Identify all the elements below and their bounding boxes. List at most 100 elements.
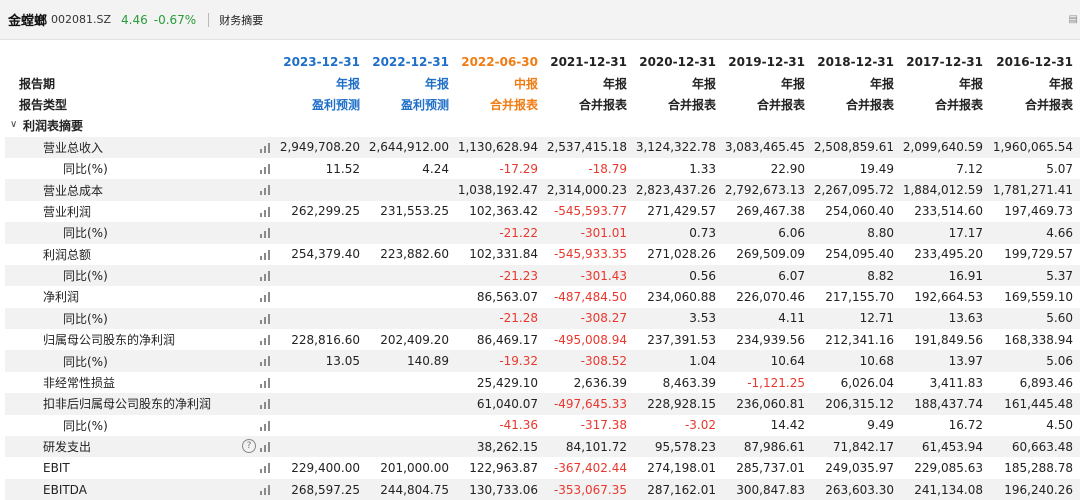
table-cell: 2020-12-31: [639, 54, 716, 69]
bar-chart-icon[interactable]: [259, 206, 272, 217]
table-cell: 2019-12-31: [728, 54, 805, 69]
row-label: 研发支出: [43, 440, 92, 455]
bar-chart-icon[interactable]: [259, 228, 272, 239]
table-cell: 1,884,012.59: [902, 183, 983, 198]
table-cell: 16.72: [948, 418, 983, 433]
table-row: 同比(%) 13.05 140.89 -19.32 -308.52 1.04 10.64 10…: [5, 350, 1080, 372]
table-cell: 217,155.70: [825, 289, 894, 304]
table-cell: 年报: [1048, 76, 1073, 91]
table-cell: 年报: [335, 76, 360, 91]
bar-chart-icon[interactable]: [259, 420, 272, 431]
table-cell: 102,331.84: [469, 247, 538, 262]
table-cell: 254,379.40: [291, 247, 360, 262]
table-cell: 233,495.20: [914, 247, 983, 262]
table-cell: -21.23: [499, 268, 538, 283]
table-cell: 合并报表: [578, 97, 627, 112]
table-cell: -317.38: [580, 418, 627, 433]
table-row: 同比(%) -21.23 -301.43 0.56 6.07 8.82 16.91 5.37: [5, 264, 1080, 287]
table-cell: 86,563.07: [476, 289, 538, 304]
table-cell: 263,603.30: [825, 482, 894, 497]
row-label: 归属母公司股东的净利润: [43, 333, 176, 348]
table-cell: -545,933.35: [553, 247, 627, 262]
table-cell: 盈利预测: [400, 97, 449, 112]
table-cell: 271,429.57: [647, 204, 716, 219]
table-cell: 3,124,322.78: [635, 140, 716, 155]
table-cell: -17.29: [499, 161, 538, 176]
table-cell: 8.80: [867, 225, 894, 240]
header-row-type: 报告类型 盈利预测 盈利预测 合并报表 合并报表 合并报表 合并报表 合并报表 合并报表 合并报表: [5, 94, 1080, 115]
table-cell: 13.05: [325, 354, 360, 369]
table-cell: 2022-06-30: [461, 54, 538, 69]
row-label: 同比(%): [63, 311, 108, 326]
table-cell: 234,060.88: [647, 289, 716, 304]
table-cell: 1.04: [689, 354, 716, 369]
table-cell: 228,816.60: [291, 332, 360, 347]
bar-chart-icon[interactable]: [259, 185, 272, 196]
bar-chart-icon[interactable]: [259, 249, 272, 260]
table-cell: 202,409.20: [380, 332, 449, 347]
table-cell: 300,847.83: [736, 482, 805, 497]
table-cell: 102,363.42: [469, 204, 538, 219]
table-cell: 130,733.06: [469, 482, 538, 497]
table-cell: 287,162.01: [647, 482, 716, 497]
table-cell: 201,000.00: [380, 461, 449, 476]
table-cell: 合并报表: [489, 97, 538, 112]
table-cell: 229,400.00: [291, 461, 360, 476]
table-cell: 2018-12-31: [817, 54, 894, 69]
bar-chart-icon[interactable]: [259, 270, 272, 281]
bar-chart-icon[interactable]: [259, 442, 272, 453]
table-cell: 17.17: [948, 225, 983, 240]
table-cell: 16.91: [948, 268, 983, 283]
table-cell: -367,402.44: [553, 461, 627, 476]
table-cell: 9.49: [867, 418, 894, 433]
export-icon[interactable]: ▤: [1068, 14, 1078, 25]
table-cell: 229,085.63: [914, 461, 983, 476]
row-label: 净利润: [43, 290, 80, 305]
bar-chart-icon[interactable]: [259, 292, 272, 303]
table-row: 营业总收入 2,949,708.20 2,644,912.00 1,130,628.9…: [5, 136, 1080, 158]
section-tab-financial-summary[interactable]: 财务摘要: [219, 13, 264, 27]
table-cell: 2,823,437.26: [635, 183, 716, 198]
bar-chart-icon[interactable]: [259, 377, 272, 388]
help-icon[interactable]: ?: [242, 439, 256, 454]
table-cell: 6,893.46: [1019, 375, 1073, 390]
table-cell: 4.50: [1046, 418, 1073, 433]
table-cell: 0.56: [689, 268, 716, 283]
row-label: 利润总额: [43, 247, 92, 262]
table-cell: 13.97: [948, 354, 983, 369]
table-cell: 226,070.46: [736, 289, 805, 304]
table-cell: 4.66: [1046, 225, 1073, 240]
table-cell: 年报: [780, 76, 805, 91]
bar-chart-icon[interactable]: [259, 356, 272, 367]
group-row-income-statement[interactable]: ∨ 利润表摘要: [5, 115, 1080, 136]
bar-chart-icon[interactable]: [259, 335, 272, 346]
table-cell: 60,663.48: [1011, 439, 1073, 454]
table-cell: 年报: [958, 76, 983, 91]
bar-chart-icon[interactable]: [259, 163, 272, 174]
stock-header: 金螳螂 002081.SZ 4.46 -0.67% 财务摘要 ▤: [0, 0, 1080, 40]
table-cell: -19.32: [499, 354, 538, 369]
table-cell: -353,067.35: [553, 482, 627, 497]
row-label: EBITDA: [43, 482, 87, 497]
table-row: 净利润 86,563.07 -487,484.50 234,060.88 226,070…: [5, 286, 1080, 307]
table-cell: 3,083,465.45: [724, 140, 805, 155]
bar-chart-icon[interactable]: [259, 399, 272, 410]
chevron-down-icon[interactable]: ∨: [10, 119, 18, 131]
bar-chart-icon[interactable]: [259, 313, 272, 324]
table-cell: 191,849.56: [914, 332, 983, 347]
bar-chart-icon[interactable]: [259, 484, 272, 495]
row-label: 同比(%): [63, 162, 108, 177]
table-cell: 262,299.25: [291, 204, 360, 219]
table-cell: 199,729.57: [1004, 247, 1073, 262]
table-cell: 2,949,708.20: [279, 140, 360, 155]
bar-chart-icon[interactable]: [259, 463, 272, 474]
table-cell: 196,240.26: [1004, 482, 1073, 497]
table-cell: 年报: [424, 76, 449, 91]
row-label: 同比(%): [63, 269, 108, 284]
table-cell: 231,553.25: [380, 204, 449, 219]
table-cell: 4.24: [422, 161, 449, 176]
table-cell: 6.06: [778, 225, 805, 240]
table-cell: 2,636.39: [573, 375, 627, 390]
bar-chart-icon[interactable]: [259, 142, 272, 153]
table-cell: 13.63: [948, 311, 983, 326]
